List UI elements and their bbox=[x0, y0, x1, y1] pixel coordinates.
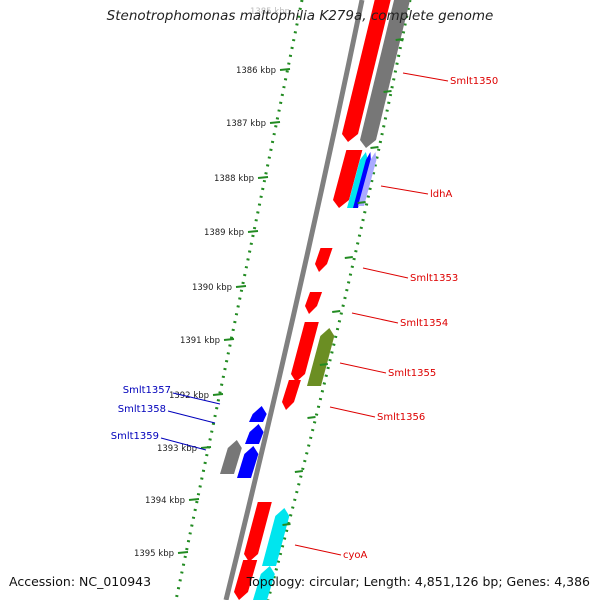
cds-block bbox=[291, 322, 319, 382]
gene-leader-line bbox=[339, 362, 387, 374]
cds-block bbox=[342, 0, 391, 142]
accession-text: Accession: NC_010943 bbox=[9, 574, 152, 589]
topology-summary: Topology: circular; Length: 4,851,126 bp… bbox=[246, 574, 590, 589]
cds-block bbox=[282, 380, 301, 410]
outer-tick bbox=[282, 523, 291, 526]
tick-mark bbox=[177, 551, 189, 554]
tick-mark bbox=[247, 230, 259, 233]
gene-leader-line bbox=[362, 267, 409, 279]
gene-block bbox=[360, 0, 411, 148]
gene-label: cyoA bbox=[343, 550, 368, 561]
gene-leader-line bbox=[172, 392, 221, 405]
gene-label: Smlt1355 bbox=[388, 368, 436, 379]
gene-leader-line bbox=[380, 185, 429, 195]
outer-dotted-ring bbox=[266, 0, 412, 600]
gene-label: Smlt1350 bbox=[450, 76, 498, 87]
gene-label: Smlt1353 bbox=[410, 273, 458, 284]
cds-block bbox=[237, 446, 259, 478]
gene-leader-line bbox=[402, 72, 449, 82]
gene-label: Smlt1356 bbox=[377, 412, 425, 423]
gene-leader-line bbox=[160, 437, 207, 451]
outer-tick bbox=[370, 146, 379, 149]
outer-tick bbox=[319, 363, 328, 366]
cds-block bbox=[315, 248, 333, 272]
gene-leader-line bbox=[167, 410, 216, 424]
cds-block bbox=[333, 150, 363, 208]
gene-labels: Smlt1350 ldhA Smlt1353 Smlt1354 Smlt1355 Smlt… bbox=[111, 72, 498, 561]
tick-label: 1387 kbp bbox=[226, 119, 266, 129]
gene-label: Smlt1354 bbox=[400, 318, 448, 329]
tick-label-top: 1385 kbp bbox=[250, 7, 290, 17]
gene-label: Smlt1357 bbox=[123, 385, 171, 396]
gene-label: ldhA bbox=[430, 189, 452, 200]
outer-tick bbox=[344, 256, 353, 259]
genome-backbone bbox=[223, 0, 365, 600]
outer-tick bbox=[294, 470, 303, 473]
misc-feature-block bbox=[358, 152, 377, 206]
tick-label: 1389 kbp bbox=[204, 228, 244, 238]
outer-tick bbox=[395, 38, 404, 41]
misc-feature-block bbox=[253, 566, 275, 600]
gene-leader-line bbox=[294, 544, 342, 556]
outer-tick bbox=[332, 310, 341, 313]
misc-feature-block bbox=[307, 328, 335, 386]
kbp-ticks: 1386 kbp 1387 kbp 1388 kbp 1389 kbp 1390 kbp… bbox=[134, 7, 404, 559]
tick-label: 1388 kbp bbox=[214, 174, 254, 184]
cds-block bbox=[245, 424, 264, 444]
tick-mark bbox=[212, 393, 224, 396]
gene-label: Smlt1359 bbox=[111, 431, 159, 442]
cds-block bbox=[249, 406, 267, 422]
backbone-line bbox=[223, 0, 365, 600]
tick-mark bbox=[200, 446, 212, 449]
tick-label: 1393 kbp bbox=[157, 444, 197, 454]
tick-label: 1392 kbp bbox=[169, 391, 209, 401]
gene-block bbox=[220, 440, 242, 474]
tick-label: 1386 kbp bbox=[236, 66, 276, 76]
gene-leader-line bbox=[351, 312, 399, 324]
tick-label: 1395 kbp bbox=[134, 549, 174, 559]
gene-label: Smlt1358 bbox=[118, 404, 166, 415]
misc-feature-block bbox=[347, 152, 368, 208]
outer-tick bbox=[357, 201, 366, 204]
tick-label: 1390 kbp bbox=[192, 283, 232, 293]
outer-tick bbox=[307, 416, 316, 419]
tick-mark bbox=[188, 498, 200, 501]
cds-block bbox=[305, 292, 323, 314]
tick-mark bbox=[235, 285, 247, 288]
tick-mark bbox=[257, 176, 269, 179]
map-title: Stenotrophomonas maltophilia K279a, comp… bbox=[106, 8, 494, 24]
tick-mark bbox=[269, 121, 281, 124]
dotted-rings bbox=[174, 0, 412, 600]
tick-mark bbox=[279, 68, 291, 71]
gene-leader-line bbox=[329, 406, 376, 418]
tick-label: 1394 kbp bbox=[145, 496, 185, 506]
tick-mark bbox=[223, 338, 235, 341]
cds-block bbox=[353, 152, 371, 208]
cds-block bbox=[234, 560, 258, 600]
feature-track bbox=[220, 0, 411, 600]
cds-block bbox=[244, 502, 272, 562]
misc-feature-block bbox=[262, 508, 290, 566]
outer-tick bbox=[383, 90, 392, 93]
tick-label: 1391 kbp bbox=[180, 336, 220, 346]
